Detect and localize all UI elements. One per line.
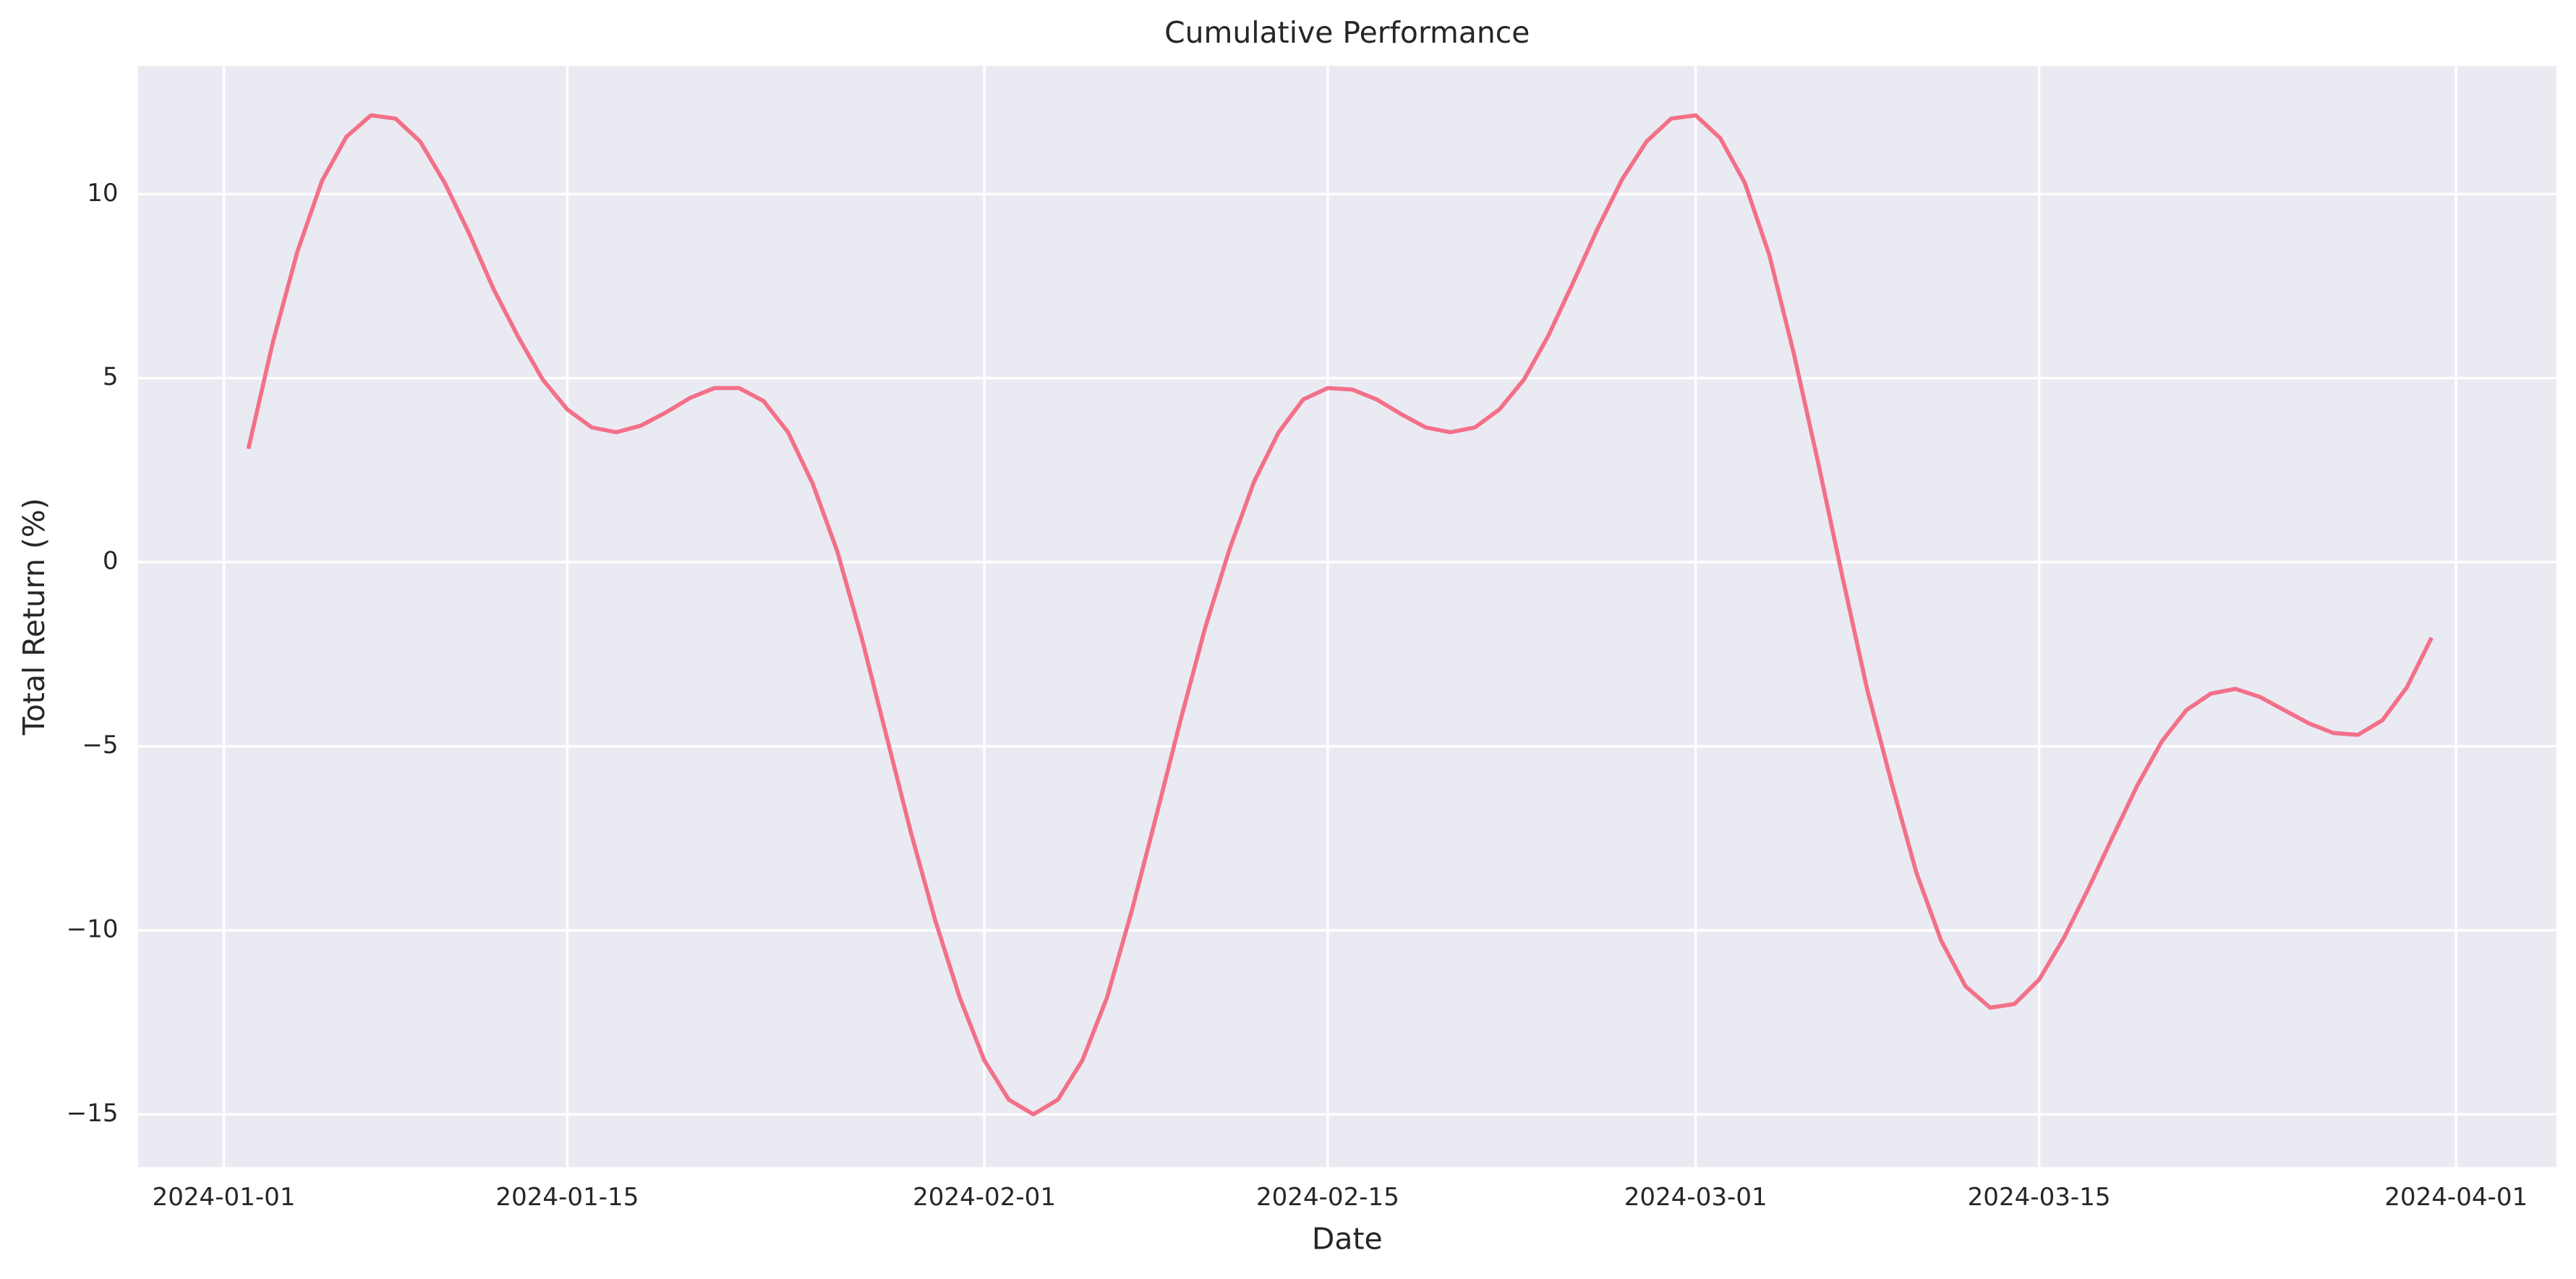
marks — [246, 113, 2434, 1117]
x-tick-label: 2024-03-01 — [1624, 1183, 1767, 1212]
data-line — [246, 113, 2434, 1117]
chart-title: Cumulative Performance — [1164, 15, 1530, 50]
x-tick-label: 2024-03-15 — [1968, 1183, 2111, 1212]
y-tick-label: −5 — [82, 731, 118, 760]
x-tick-label: 2024-04-01 — [2384, 1183, 2528, 1212]
x-tick-label: 2024-02-15 — [1256, 1183, 1399, 1212]
y-axis-label: Total Return (%) — [17, 498, 51, 736]
y-tick-label: 0 — [103, 547, 119, 576]
plot-area — [137, 66, 2556, 1168]
y-tick-label: 5 — [103, 362, 119, 391]
x-tick-label: 2024-01-15 — [495, 1183, 639, 1212]
y-tick-label: −10 — [67, 915, 119, 944]
y-tick-label: 10 — [87, 179, 118, 208]
x-axis-label: Date — [1312, 1221, 1383, 1256]
x-tick-label: 2024-02-01 — [913, 1183, 1056, 1212]
grid — [137, 66, 2556, 1168]
y-tick-label: −15 — [67, 1099, 119, 1128]
x-tick-label: 2024-01-01 — [153, 1183, 296, 1212]
